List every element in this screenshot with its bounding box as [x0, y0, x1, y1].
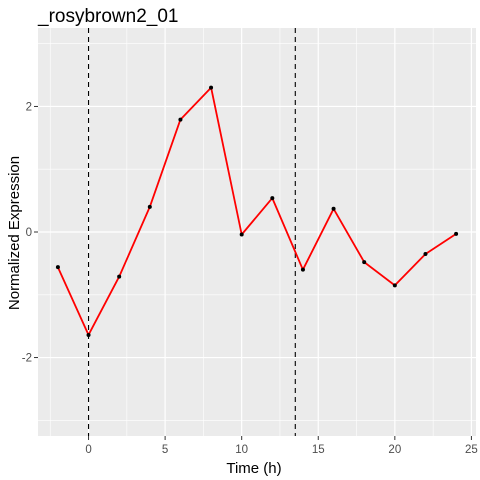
data-point [300, 267, 305, 272]
series-line-group [57, 86, 457, 336]
x-tick-label: 15 [312, 444, 325, 456]
y-tick-label: 2 [26, 101, 32, 113]
data-point [270, 196, 275, 201]
data-point [209, 85, 214, 90]
data-point [392, 283, 397, 288]
y-axis-ticks: -2 0 2 [22, 101, 38, 365]
data-point [331, 206, 336, 211]
series-points-group [55, 85, 459, 337]
data-point [423, 251, 428, 256]
x-tick-label: 20 [388, 444, 401, 456]
reference-lines [87, 28, 296, 436]
x-axis-ticks: 0 5 10 15 20 25 [85, 436, 478, 456]
series-line [57, 86, 457, 336]
y-axis-title: Normalized Expression [6, 156, 23, 310]
major-gridlines [38, 28, 476, 436]
x-tick-label: 10 [235, 444, 248, 456]
y-tick-label: 0 [26, 227, 32, 239]
data-point [86, 332, 91, 337]
data-point [239, 232, 244, 237]
chart-title: _rosybrown2_01 [37, 6, 178, 27]
data-point [362, 260, 367, 265]
x-tick-label: 25 [465, 444, 478, 456]
x-axis-title: Time (h) [226, 460, 281, 477]
data-point [55, 265, 60, 270]
data-point [178, 117, 183, 122]
x-tick-label: 5 [162, 444, 168, 456]
data-point [147, 204, 152, 209]
data-point [117, 274, 122, 279]
x-tick-label: 0 [85, 444, 91, 456]
y-tick-label: -2 [22, 353, 32, 365]
data-point [454, 231, 459, 236]
